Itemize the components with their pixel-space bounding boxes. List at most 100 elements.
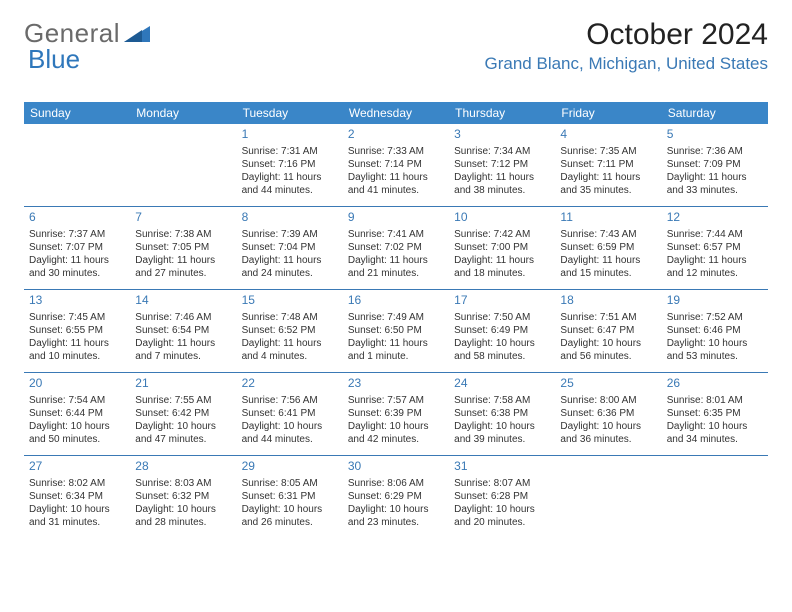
day-number: 16 bbox=[348, 293, 444, 309]
sunset-text: Sunset: 7:12 PM bbox=[454, 158, 550, 171]
daylight-text: Daylight: 11 hours and 41 minutes. bbox=[348, 171, 444, 197]
sunset-text: Sunset: 6:47 PM bbox=[560, 324, 656, 337]
dow-header: Saturday bbox=[662, 102, 768, 124]
day-number: 1 bbox=[242, 127, 338, 143]
day-number: 9 bbox=[348, 210, 444, 226]
day-number: 30 bbox=[348, 459, 444, 475]
day-cell: 22 Sunrise: 7:56 AMSunset: 6:41 PMDayligh… bbox=[237, 373, 343, 455]
sunrise-text: Sunrise: 7:56 AM bbox=[242, 394, 338, 407]
sunset-text: Sunset: 6:46 PM bbox=[667, 324, 763, 337]
day-number: 3 bbox=[454, 127, 550, 143]
day-cell: 9 Sunrise: 7:41 AMSunset: 7:02 PMDaylight… bbox=[343, 207, 449, 289]
daylight-text: Daylight: 10 hours and 23 minutes. bbox=[348, 503, 444, 529]
day-cell: 12Sunrise: 7:44 AMSunset: 6:57 PMDayligh… bbox=[662, 207, 768, 289]
dow-header: Wednesday bbox=[343, 102, 449, 124]
daylight-text: Daylight: 10 hours and 58 minutes. bbox=[454, 337, 550, 363]
day-number: 20 bbox=[29, 376, 125, 392]
day-cell: 2Sunrise: 7:33 AMSunset: 7:14 PMDaylight… bbox=[343, 124, 449, 206]
day-number: 14 bbox=[135, 293, 231, 309]
day-cell bbox=[24, 124, 130, 206]
daylight-text: Daylight: 11 hours and 24 minutes. bbox=[242, 254, 338, 280]
day-number: 8 bbox=[242, 210, 338, 226]
sunset-text: Sunset: 6:52 PM bbox=[242, 324, 338, 337]
header: General October 2024 Grand Blanc, Michig… bbox=[24, 18, 768, 74]
day-cell bbox=[130, 124, 236, 206]
daylight-text: Daylight: 11 hours and 30 minutes. bbox=[29, 254, 125, 280]
daylight-text: Daylight: 10 hours and 39 minutes. bbox=[454, 420, 550, 446]
sunrise-text: Sunrise: 7:31 AM bbox=[242, 145, 338, 158]
day-cell: 13Sunrise: 7:45 AMSunset: 6:55 PMDayligh… bbox=[24, 290, 130, 372]
day-cell: 10Sunrise: 7:42 AMSunset: 7:00 PMDayligh… bbox=[449, 207, 555, 289]
week-row: 6Sunrise: 7:37 AMSunset: 7:07 PMDaylight… bbox=[24, 206, 768, 289]
day-cell: 29Sunrise: 8:05 AMSunset: 6:31 PMDayligh… bbox=[237, 456, 343, 538]
daylight-text: Daylight: 10 hours and 26 minutes. bbox=[242, 503, 338, 529]
day-cell: 8Sunrise: 7:39 AMSunset: 7:04 PMDaylight… bbox=[237, 207, 343, 289]
day-number: 21 bbox=[135, 376, 231, 392]
day-cell: 31Sunrise: 8:07 AMSunset: 6:28 PMDayligh… bbox=[449, 456, 555, 538]
day-number: 17 bbox=[454, 293, 550, 309]
day-number: 24 bbox=[454, 376, 550, 392]
daylight-text: Daylight: 10 hours and 28 minutes. bbox=[135, 503, 231, 529]
day-number: 5 bbox=[667, 127, 763, 143]
day-number: 31 bbox=[454, 459, 550, 475]
daylight-text: Daylight: 10 hours and 56 minutes. bbox=[560, 337, 656, 363]
daylight-text: Daylight: 11 hours and 15 minutes. bbox=[560, 254, 656, 280]
sunrise-text: Sunrise: 7:38 AM bbox=[135, 228, 231, 241]
day-number: 18 bbox=[560, 293, 656, 309]
day-cell: 3Sunrise: 7:34 AMSunset: 7:12 PMDaylight… bbox=[449, 124, 555, 206]
sunset-text: Sunset: 6:54 PM bbox=[135, 324, 231, 337]
sunset-text: Sunset: 7:16 PM bbox=[242, 158, 338, 171]
month-title: October 2024 bbox=[485, 18, 768, 52]
sunset-text: Sunset: 6:59 PM bbox=[560, 241, 656, 254]
sunset-text: Sunset: 6:50 PM bbox=[348, 324, 444, 337]
day-cell: 30Sunrise: 8:06 AMSunset: 6:29 PMDayligh… bbox=[343, 456, 449, 538]
day-cell: 25Sunrise: 8:00 AMSunset: 6:36 PMDayligh… bbox=[555, 373, 661, 455]
sunset-text: Sunset: 7:02 PM bbox=[348, 241, 444, 254]
sunset-text: Sunset: 7:14 PM bbox=[348, 158, 444, 171]
day-number: 28 bbox=[135, 459, 231, 475]
sunrise-text: Sunrise: 7:45 AM bbox=[29, 311, 125, 324]
sunset-text: Sunset: 6:57 PM bbox=[667, 241, 763, 254]
sunset-text: Sunset: 7:07 PM bbox=[29, 241, 125, 254]
sunrise-text: Sunrise: 7:55 AM bbox=[135, 394, 231, 407]
sunset-text: Sunset: 6:34 PM bbox=[29, 490, 125, 503]
week-row: 20Sunrise: 7:54 AMSunset: 6:44 PMDayligh… bbox=[24, 372, 768, 455]
sunset-text: Sunset: 7:00 PM bbox=[454, 241, 550, 254]
sunset-text: Sunset: 6:31 PM bbox=[242, 490, 338, 503]
daylight-text: Daylight: 11 hours and 33 minutes. bbox=[667, 171, 763, 197]
day-number: 6 bbox=[29, 210, 125, 226]
dow-header: Thursday bbox=[449, 102, 555, 124]
day-cell: 11Sunrise: 7:43 AMSunset: 6:59 PMDayligh… bbox=[555, 207, 661, 289]
daylight-text: Daylight: 11 hours and 1 minute. bbox=[348, 337, 444, 363]
sunrise-text: Sunrise: 7:41 AM bbox=[348, 228, 444, 241]
day-number: 22 bbox=[242, 376, 338, 392]
daylight-text: Daylight: 11 hours and 21 minutes. bbox=[348, 254, 444, 280]
day-number: 19 bbox=[667, 293, 763, 309]
daylight-text: Daylight: 11 hours and 4 minutes. bbox=[242, 337, 338, 363]
sunrise-text: Sunrise: 7:49 AM bbox=[348, 311, 444, 324]
daylight-text: Daylight: 11 hours and 35 minutes. bbox=[560, 171, 656, 197]
day-number: 2 bbox=[348, 127, 444, 143]
sunrise-text: Sunrise: 8:07 AM bbox=[454, 477, 550, 490]
sunset-text: Sunset: 6:42 PM bbox=[135, 407, 231, 420]
day-cell: 5Sunrise: 7:36 AMSunset: 7:09 PMDaylight… bbox=[662, 124, 768, 206]
daylight-text: Daylight: 10 hours and 44 minutes. bbox=[242, 420, 338, 446]
daylight-text: Daylight: 11 hours and 7 minutes. bbox=[135, 337, 231, 363]
sunset-text: Sunset: 6:55 PM bbox=[29, 324, 125, 337]
week-row: 1 Sunrise: 7:31 AMSunset: 7:16 PM Daylight… bbox=[24, 124, 768, 206]
sunrise-text: Sunrise: 7:43 AM bbox=[560, 228, 656, 241]
sunrise-text: Sunrise: 8:00 AM bbox=[560, 394, 656, 407]
sunset-text: Sunset: 6:41 PM bbox=[242, 407, 338, 420]
daylight-text: Daylight: 10 hours and 34 minutes. bbox=[667, 420, 763, 446]
day-number: 12 bbox=[667, 210, 763, 226]
sunrise-text: Sunrise: 8:02 AM bbox=[29, 477, 125, 490]
daylight-text: Daylight: 10 hours and 31 minutes. bbox=[29, 503, 125, 529]
day-cell: 4Sunrise: 7:35 AMSunset: 7:11 PMDaylight… bbox=[555, 124, 661, 206]
sunset-text: Sunset: 6:38 PM bbox=[454, 407, 550, 420]
calendar: SundayMondayTuesdayWednesdayThursdayFrid… bbox=[24, 102, 768, 538]
sunrise-text: Sunrise: 7:51 AM bbox=[560, 311, 656, 324]
sunrise-text: Sunrise: 8:01 AM bbox=[667, 394, 763, 407]
day-cell: 16 Sunrise: 7:49 AMSunset: 6:50 PMDayligh… bbox=[343, 290, 449, 372]
day-cell: 6Sunrise: 7:37 AMSunset: 7:07 PMDaylight… bbox=[24, 207, 130, 289]
sunrise-text: Sunrise: 8:05 AM bbox=[242, 477, 338, 490]
